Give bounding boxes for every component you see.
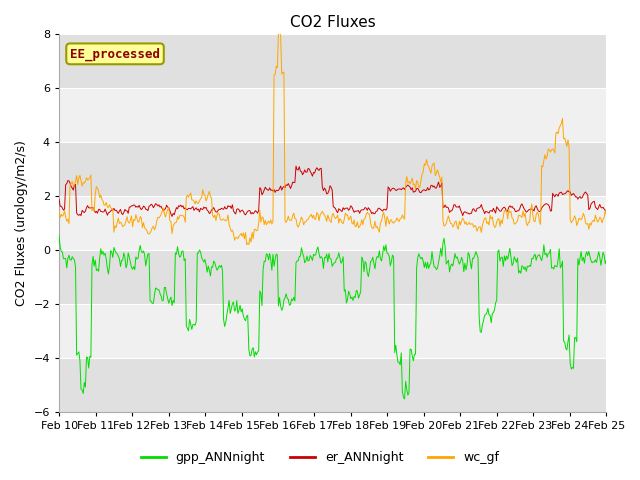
- Bar: [59, 250, 606, 304]
- Y-axis label: CO2 Fluxes (urology/m2/s): CO2 Fluxes (urology/m2/s): [15, 140, 28, 306]
- Bar: [59, 88, 606, 142]
- Text: EE_processed: EE_processed: [70, 47, 160, 60]
- Legend: gpp_ANNnight, er_ANNnight, wc_gf: gpp_ANNnight, er_ANNnight, wc_gf: [136, 446, 504, 469]
- Bar: [59, 142, 606, 196]
- Title: CO2 Fluxes: CO2 Fluxes: [290, 15, 376, 30]
- Bar: [59, 34, 606, 88]
- Bar: [59, 358, 606, 412]
- Bar: [59, 304, 606, 358]
- Bar: [59, 196, 606, 250]
